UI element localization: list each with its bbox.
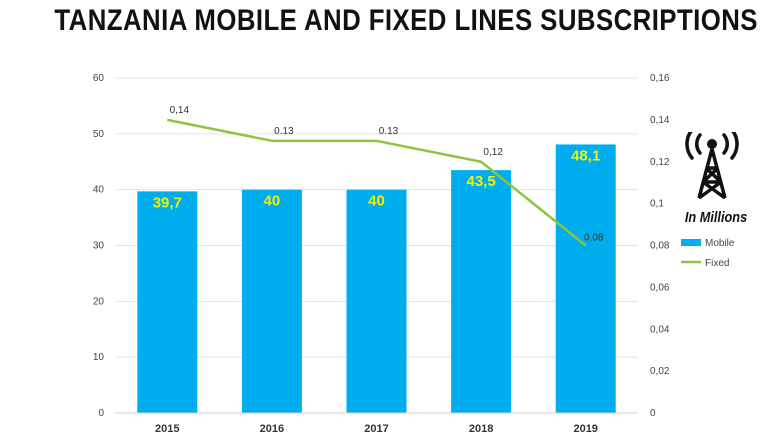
x-tick-label: 2018 [469,423,493,435]
bar-mobile [555,144,616,414]
line-value-label: 0.13 [274,126,294,137]
bar-value-label: 40 [264,193,281,210]
legend-swatch-mobile [681,239,701,246]
x-tick-label: 2015 [155,423,179,435]
line-value-label: 0,12 [483,147,503,158]
legend-label-mobile: Mobile [705,238,735,249]
y-right-tick-label: 0,12 [650,157,670,168]
y-left-tick-label: 30 [93,241,105,252]
bar-value-label: 39,7 [153,194,182,211]
bar-value-label: 48,1 [571,147,600,164]
y-right-tick-label: 0,08 [650,241,670,252]
bar-value-label: 40 [368,193,385,210]
x-tick-label: 2019 [573,423,597,435]
bar-mobile [346,189,407,413]
y-right-tick-label: 0,06 [650,282,670,293]
y-left-tick-label: 60 [93,73,105,84]
bar-mobile [137,191,198,413]
line-value-label: 0,14 [170,105,190,116]
bar-value-label: 43,5 [466,173,495,190]
y-right-tick-label: 0,1 [650,199,664,210]
bar-mobile [241,189,302,413]
x-tick-label: 2017 [364,423,388,435]
antenna-tower-icon [685,132,739,200]
line-value-label: 0.13 [379,126,399,137]
y-left-tick-label: 10 [93,352,105,363]
y-left-tick-label: 20 [93,296,105,307]
y-left-tick-label: 40 [93,185,105,196]
bar-mobile [451,170,512,413]
line-fixed [167,118,587,247]
y-left-tick-label: 50 [93,129,105,140]
y-right-tick-label: 0 [650,408,656,419]
y-right-tick-label: 0,02 [650,366,670,377]
x-tick-label: 2016 [260,423,284,435]
units-caption: In Millions [684,209,748,226]
y-right-tick-label: 0,16 [650,73,670,84]
y-left-tick-label: 0 [98,408,104,419]
line-value-label: 0,08 [584,233,604,244]
chart-title: TANZANIA MOBILE AND FIXED LINES SUBSCRIP… [54,4,758,37]
legend-label-fixed: Fixed [705,258,729,269]
y-right-tick-label: 0,04 [650,324,670,335]
y-right-tick-label: 0,14 [650,115,670,126]
